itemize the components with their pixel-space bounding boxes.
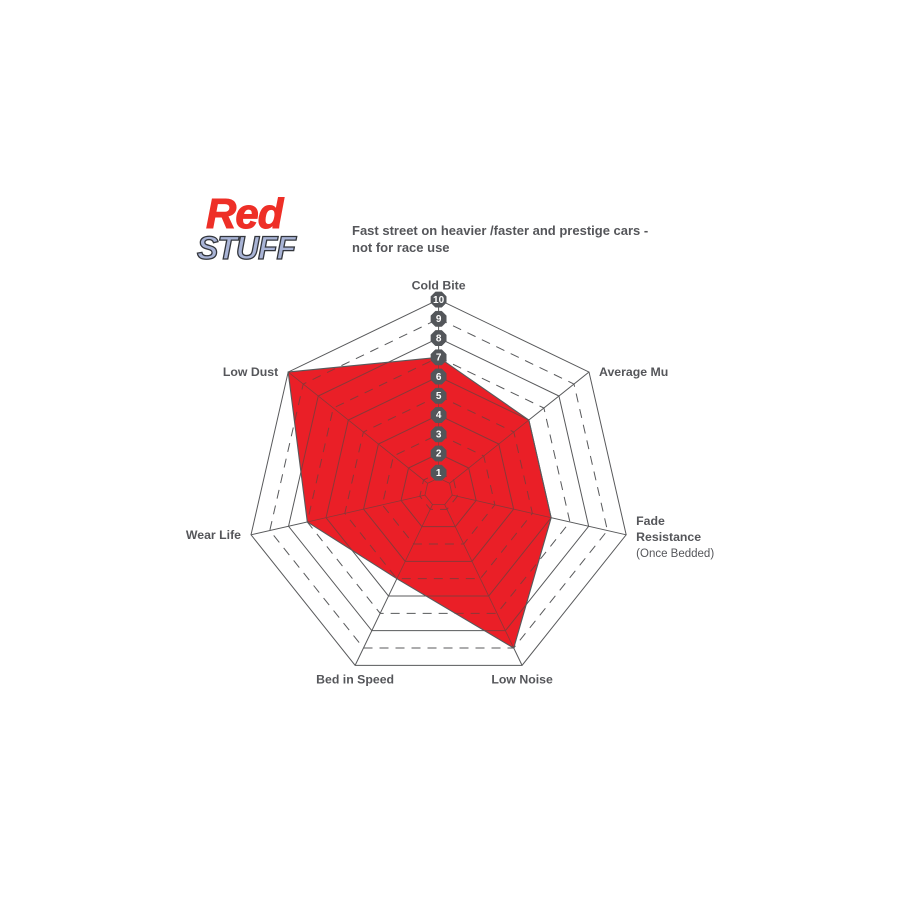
svg-text:7: 7 — [436, 353, 442, 364]
svg-text:Fast street on heavier /faster: Fast street on heavier /faster and prest… — [352, 223, 648, 238]
svg-text:9: 9 — [436, 314, 442, 325]
svg-text:5: 5 — [436, 391, 442, 402]
svg-text:Low Noise: Low Noise — [491, 672, 553, 686]
svg-text:not for race use: not for race use — [352, 240, 450, 255]
svg-text:Resistance: Resistance — [636, 530, 701, 544]
svg-text:6: 6 — [436, 372, 442, 383]
svg-text:(Once Bedded): (Once Bedded) — [636, 548, 714, 560]
svg-text:1: 1 — [436, 468, 442, 479]
svg-text:Average Mu: Average Mu — [599, 365, 668, 379]
svg-text:8: 8 — [436, 333, 442, 344]
svg-text:Wear Life: Wear Life — [186, 528, 241, 542]
svg-text:10: 10 — [433, 295, 445, 306]
svg-text:Fade: Fade — [636, 514, 665, 528]
svg-text:4: 4 — [436, 410, 442, 421]
svg-text:Low Dust: Low Dust — [223, 365, 278, 379]
svg-text:STUFF: STUFF — [197, 230, 298, 266]
svg-text:Cold Bite: Cold Bite — [412, 279, 466, 293]
svg-text:2: 2 — [436, 449, 442, 460]
svg-text:3: 3 — [436, 429, 442, 440]
svg-text:Bed in Speed: Bed in Speed — [316, 672, 394, 686]
